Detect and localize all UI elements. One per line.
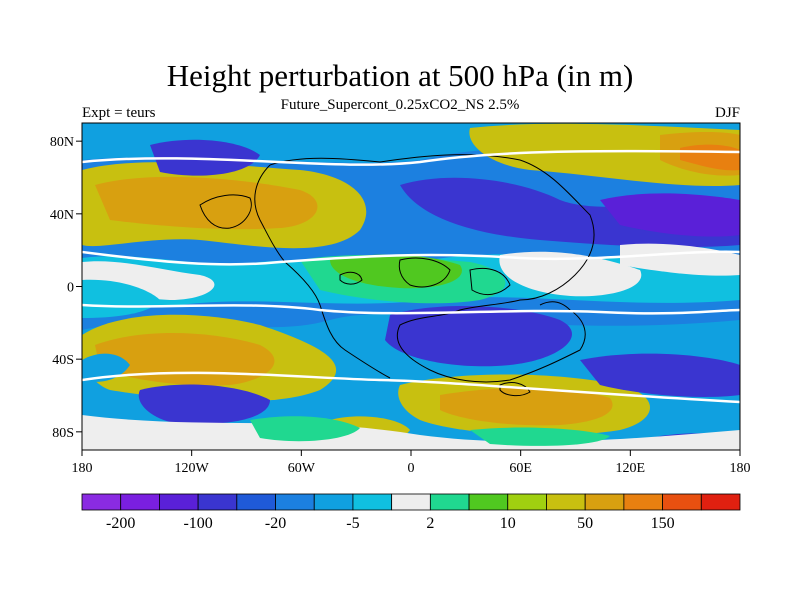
lon-tick-label: 120W (175, 461, 210, 476)
plot-subtitle: Future_Supercont_0.25xCO2_NS 2.5% (280, 97, 520, 113)
colorbar-label: -100 (183, 515, 212, 532)
field-south-low3 (580, 353, 740, 397)
colorbar-box (700, 493, 741, 511)
colorbar-box (546, 493, 586, 511)
colorbar-box (507, 493, 547, 511)
colorbar-box (623, 493, 663, 511)
field-eq-central-lime (330, 254, 462, 289)
colorbar-box (236, 493, 276, 511)
lat-tick-label: 0 (67, 281, 74, 296)
zero-contour-eq-south (82, 303, 740, 315)
field-south-low2 (385, 305, 572, 367)
zero-contours (82, 149, 740, 404)
field-south-edge-green2 (470, 427, 610, 446)
colorbar-label: -20 (265, 515, 286, 532)
colorbar-box (429, 493, 470, 511)
zero-contour-south (82, 371, 740, 404)
coastline-inland-sea (398, 257, 451, 288)
lat-tick-label: 40N (50, 208, 74, 223)
colorbar-label: 10 (500, 515, 516, 532)
contour-field (82, 123, 740, 450)
colorbar-box (662, 493, 702, 511)
colorbar: -200 -100 -20 -5 2 10 50 150 (81, 493, 741, 532)
colorbar-box (584, 493, 625, 511)
coastline-island-1 (199, 194, 252, 229)
lat-tick-label: 40S (52, 353, 74, 368)
colorbar-box (275, 493, 315, 511)
coastline-island-3 (339, 271, 363, 285)
coastline-inland-sea-2 (469, 267, 511, 296)
field-np-low (150, 139, 260, 176)
colorbar-label: 50 (577, 515, 593, 532)
colorbar-label: -5 (346, 515, 359, 532)
field-north-high-orange (95, 176, 318, 230)
lon-tick-label: 180 (72, 461, 93, 476)
colorbar-box (159, 493, 199, 511)
field-eq-west-cyan (82, 279, 160, 318)
plot-title: Height perturbation at 500 hPa (in m) (166, 58, 634, 93)
coastline-west (254, 164, 391, 379)
field-eq-east-neutral (499, 251, 642, 297)
experiment-label: Expt = teurs (82, 105, 156, 121)
colorbar-box (352, 493, 393, 511)
field-na-low-core (600, 193, 740, 237)
lat-tick-label: 80S (52, 426, 74, 441)
colorbar-label: 150 (651, 515, 675, 532)
lat-tick-label: 80N (50, 135, 74, 150)
colorbar-box (81, 493, 122, 511)
lon-tick-label: 60W (288, 461, 316, 476)
season-label: DJF (714, 105, 740, 121)
colorbar-label: -200 (106, 515, 135, 532)
colorbar-box (197, 493, 238, 511)
zero-contour-north (82, 149, 740, 166)
colorbar-box (120, 493, 160, 511)
coastline-island-2 (499, 382, 531, 397)
colorbar-box (468, 493, 509, 511)
colorbar-box (391, 493, 431, 511)
field-south-edge-green (250, 416, 360, 442)
map-axes: 180 120W 60W 0 60E 120E 180 80N 40N 0 40S 80S (50, 135, 751, 476)
field-south-high2-orange (440, 387, 613, 426)
lon-tick-label: 0 (408, 461, 415, 476)
lon-tick-label: 180 (730, 461, 751, 476)
lon-tick-label: 60E (509, 461, 532, 476)
field-south-low1 (138, 384, 270, 424)
lon-tick-label: 120E (616, 461, 646, 476)
zero-contour-eq-north (82, 250, 740, 266)
colorbar-box (313, 493, 354, 511)
colorbar-label: 2 (426, 515, 434, 532)
